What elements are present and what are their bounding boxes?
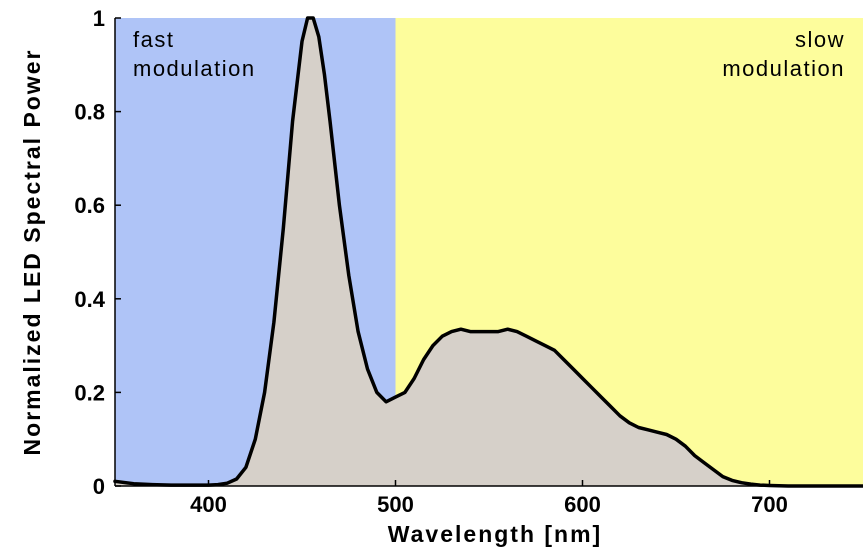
x-tick-label: 400 [190, 492, 227, 517]
x-axis-title: Wavelength [nm] [388, 521, 602, 547]
y-tick-label: 0 [93, 474, 105, 499]
axes: 0 0.2 0.4 0.6 0.8 1 400 500 600 700 [74, 6, 863, 517]
y-tick-label: 1 [93, 6, 105, 31]
x-tick-label: 500 [377, 492, 414, 517]
region-label-slow-line-1: slow [795, 27, 845, 52]
y-tick-label: 0.4 [74, 287, 105, 312]
region-label-slow-line-2: modulation [722, 56, 845, 81]
y-axis-title: Normalized LED Spectral Power [19, 49, 45, 456]
spectrum-line [113, 16, 863, 488]
spectrum-area-fill [115, 18, 863, 486]
region-label-fast-line-1: fast [133, 27, 174, 52]
region-labels: fast modulation slow modulation [133, 27, 845, 81]
x-tick-label: 600 [564, 492, 601, 517]
x-tick-label: 700 [751, 492, 788, 517]
spectrum-series [113, 16, 863, 488]
y-tick-label: 0.2 [74, 380, 105, 405]
region-label-fast-line-2: modulation [133, 56, 256, 81]
y-tick-label: 0.6 [74, 193, 105, 218]
y-tick-label: 0.8 [74, 100, 105, 125]
